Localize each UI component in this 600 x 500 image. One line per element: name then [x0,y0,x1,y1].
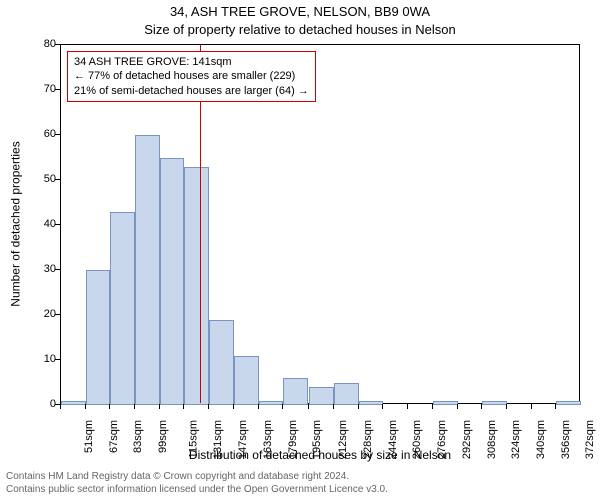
x-tick-mark [407,404,408,409]
y-tick-mark [55,359,60,360]
histogram-bar [283,378,308,405]
x-tick-mark [183,404,184,409]
histogram-bar [110,212,135,406]
y-tick-mark [55,224,60,225]
title-address: 34, ASH TREE GROVE, NELSON, BB9 0WA [0,4,600,19]
x-tick-label: 195sqm [311,420,323,459]
x-tick-mark [382,404,383,409]
y-tick-label: 60 [26,128,56,140]
plot-area: 34 ASH TREE GROVE: 141sqm ← 77% of detac… [60,44,580,404]
y-tick-label: 10 [26,353,56,365]
x-tick-mark [159,404,160,409]
footer: Contains HM Land Registry data © Crown c… [6,471,594,496]
x-tick-label: 115sqm [187,420,199,458]
y-axis-label: Number of detached properties [8,44,24,404]
annotation-box: 34 ASH TREE GROVE: 141sqm ← 77% of detac… [67,51,316,102]
y-tick-label: 50 [26,173,56,185]
footer-line-2: Contains public sector information licen… [6,484,594,497]
title-subtitle: Size of property relative to detached ho… [0,22,600,37]
y-tick-mark [55,134,60,135]
x-tick-label: 372sqm [584,420,596,459]
x-tick-mark [506,404,507,409]
x-tick-mark [134,404,135,409]
x-tick-label: 228sqm [362,420,374,459]
y-tick-label: 30 [26,263,56,275]
histogram-bar [556,401,581,406]
x-tick-label: 340sqm [535,420,547,459]
x-tick-mark [531,404,532,409]
x-tick-mark [85,404,86,409]
x-tick-mark [109,404,110,409]
histogram-bar [234,356,259,406]
histogram-bar [334,383,359,406]
x-tick-label: 83sqm [132,420,144,453]
y-tick-label: 0 [26,398,56,410]
histogram-bar [86,270,111,405]
x-tick-label: 131sqm [213,420,225,459]
y-tick-mark [55,89,60,90]
x-tick-label: 99sqm [157,420,169,453]
x-tick-mark [60,404,61,409]
x-tick-label: 163sqm [262,420,274,459]
x-tick-mark [208,404,209,409]
x-tick-label: 292sqm [461,420,473,459]
histogram-bar [433,401,458,406]
x-tick-mark [358,404,359,409]
x-tick-mark [457,404,458,409]
histogram-bar [160,158,185,406]
annotation-line-2: ← 77% of detached houses are smaller (22… [74,69,309,83]
y-tick-mark [55,179,60,180]
y-tick-label: 20 [26,308,56,320]
x-tick-label: 276sqm [436,420,448,459]
y-tick-label: 80 [26,38,56,50]
x-tick-label: 147sqm [237,420,249,459]
footer-line-1: Contains HM Land Registry data © Crown c… [6,471,594,484]
x-tick-mark [282,404,283,409]
y-tick-label: 70 [26,83,56,95]
histogram-bar [309,387,334,405]
y-tick-mark [55,314,60,315]
y-tick-mark [55,269,60,270]
x-tick-label: 179sqm [287,420,299,459]
x-tick-mark [258,404,259,409]
histogram-bar [135,135,160,405]
annotation-line-1: 34 ASH TREE GROVE: 141sqm [74,55,309,69]
annotation-line-3: 21% of semi-detached houses are larger (… [74,84,309,98]
y-tick-label: 40 [26,218,56,230]
figure: 34, ASH TREE GROVE, NELSON, BB9 0WA Size… [0,0,600,500]
histogram-bar [61,401,86,406]
x-tick-label: 67sqm [108,420,120,453]
x-tick-label: 212sqm [338,420,350,459]
histogram-bar [359,401,384,406]
x-tick-label: 356sqm [560,420,572,459]
x-tick-label: 244sqm [387,420,399,459]
x-tick-mark [308,404,309,409]
x-tick-mark [432,404,433,409]
x-tick-label: 51sqm [83,420,95,453]
x-tick-mark [555,404,556,409]
histogram-bar [482,401,507,406]
x-tick-label: 308sqm [486,420,498,459]
histogram-bar [184,167,209,406]
x-tick-mark [233,404,234,409]
histogram-bar [259,401,284,406]
x-tick-mark [333,404,334,409]
y-tick-mark [55,44,60,45]
x-tick-label: 260sqm [412,420,424,459]
histogram-bar [209,320,234,406]
x-tick-mark [481,404,482,409]
x-tick-label: 324sqm [510,420,522,459]
